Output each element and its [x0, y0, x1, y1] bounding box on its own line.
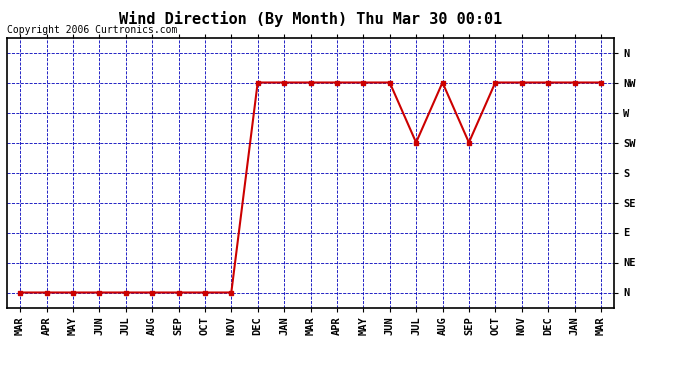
Text: Copyright 2006 Curtronics.com: Copyright 2006 Curtronics.com [7, 25, 177, 35]
Text: Wind Direction (By Month) Thu Mar 30 00:01: Wind Direction (By Month) Thu Mar 30 00:… [119, 11, 502, 27]
